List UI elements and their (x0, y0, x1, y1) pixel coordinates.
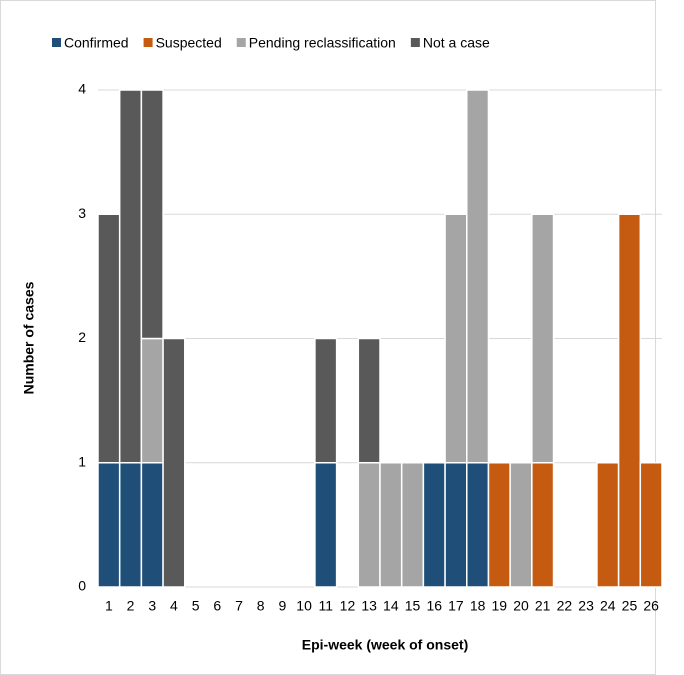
bar-segment (140, 462, 164, 588)
legend-label: Confirmed (64, 35, 129, 51)
bar-segment (466, 462, 490, 588)
legend-label: Not a case (423, 35, 490, 51)
legend-swatch (410, 38, 420, 47)
bar-segment (422, 462, 446, 588)
bar-segment (444, 213, 468, 464)
x-tick-label: 12 (340, 598, 356, 614)
legend-swatch (236, 38, 246, 47)
x-tick-label: 3 (148, 598, 156, 614)
x-tick-label: 19 (492, 598, 508, 614)
bar-segment (487, 462, 511, 588)
legend-label: Suspected (156, 35, 222, 51)
x-tick-label: 21 (535, 598, 551, 614)
legend-label: Pending reclassification (249, 35, 396, 51)
x-tick-label: 25 (622, 598, 638, 614)
y-tick-label: 0 (78, 578, 86, 594)
x-tick-label: 26 (643, 598, 659, 614)
bar-segment (531, 213, 555, 464)
x-tick-label: 14 (383, 598, 399, 614)
x-tick-label: 10 (296, 598, 312, 614)
x-tick-label: 24 (600, 598, 616, 614)
x-tick-label: 5 (192, 598, 200, 614)
y-tick-label: 3 (78, 205, 86, 221)
bar-segment (379, 462, 403, 588)
x-tick-label: 16 (426, 598, 442, 614)
bar-segment (357, 337, 381, 464)
x-tick-label: 1 (105, 598, 113, 614)
x-tick-label: 8 (257, 598, 265, 614)
bar-segment (118, 462, 143, 588)
x-tick-label: 23 (578, 598, 594, 614)
legend-swatch (143, 38, 153, 47)
bar-segment (118, 89, 143, 464)
bar-segment (466, 89, 490, 464)
x-tick-label: 13 (361, 598, 377, 614)
x-tick-label: 17 (448, 598, 464, 614)
x-tick-label: 9 (278, 598, 286, 614)
x-tick-label: 18 (470, 598, 486, 614)
x-tick-label: 11 (318, 598, 333, 614)
bar-segment (97, 213, 121, 464)
x-tick-label: 6 (213, 598, 221, 614)
bar-segment (531, 462, 555, 588)
bar-segment (509, 462, 533, 588)
bar-segment (596, 462, 620, 588)
bar-segment (162, 337, 186, 588)
x-tick-label: 7 (235, 598, 243, 614)
x-tick-label: 20 (513, 598, 529, 614)
bar-segment (444, 462, 468, 588)
y-tick-label: 1 (78, 453, 86, 469)
bar-segment (639, 462, 663, 588)
bar-segment (314, 337, 338, 464)
y-tick-label: 2 (78, 329, 86, 345)
x-tick-label: 22 (557, 598, 573, 614)
legend: Confirmed Suspected Pending reclassificati… (52, 35, 490, 51)
x-tick-label: 15 (405, 598, 421, 614)
x-tick-label: 4 (170, 598, 178, 614)
legend-swatch (52, 38, 61, 47)
bar-segment (400, 462, 425, 588)
y-axis-title: Number of cases (21, 281, 37, 394)
bar-segment (140, 89, 164, 340)
x-tick-label: 2 (127, 598, 135, 614)
y-tick-label: 4 (78, 81, 86, 97)
bar-segment (314, 462, 338, 588)
bar-segment (617, 213, 642, 588)
bar-segment (357, 462, 381, 588)
bar-segment (140, 337, 164, 464)
x-axis-title: Epi-week (week of onset) (302, 637, 468, 653)
bar-segment (97, 462, 121, 588)
